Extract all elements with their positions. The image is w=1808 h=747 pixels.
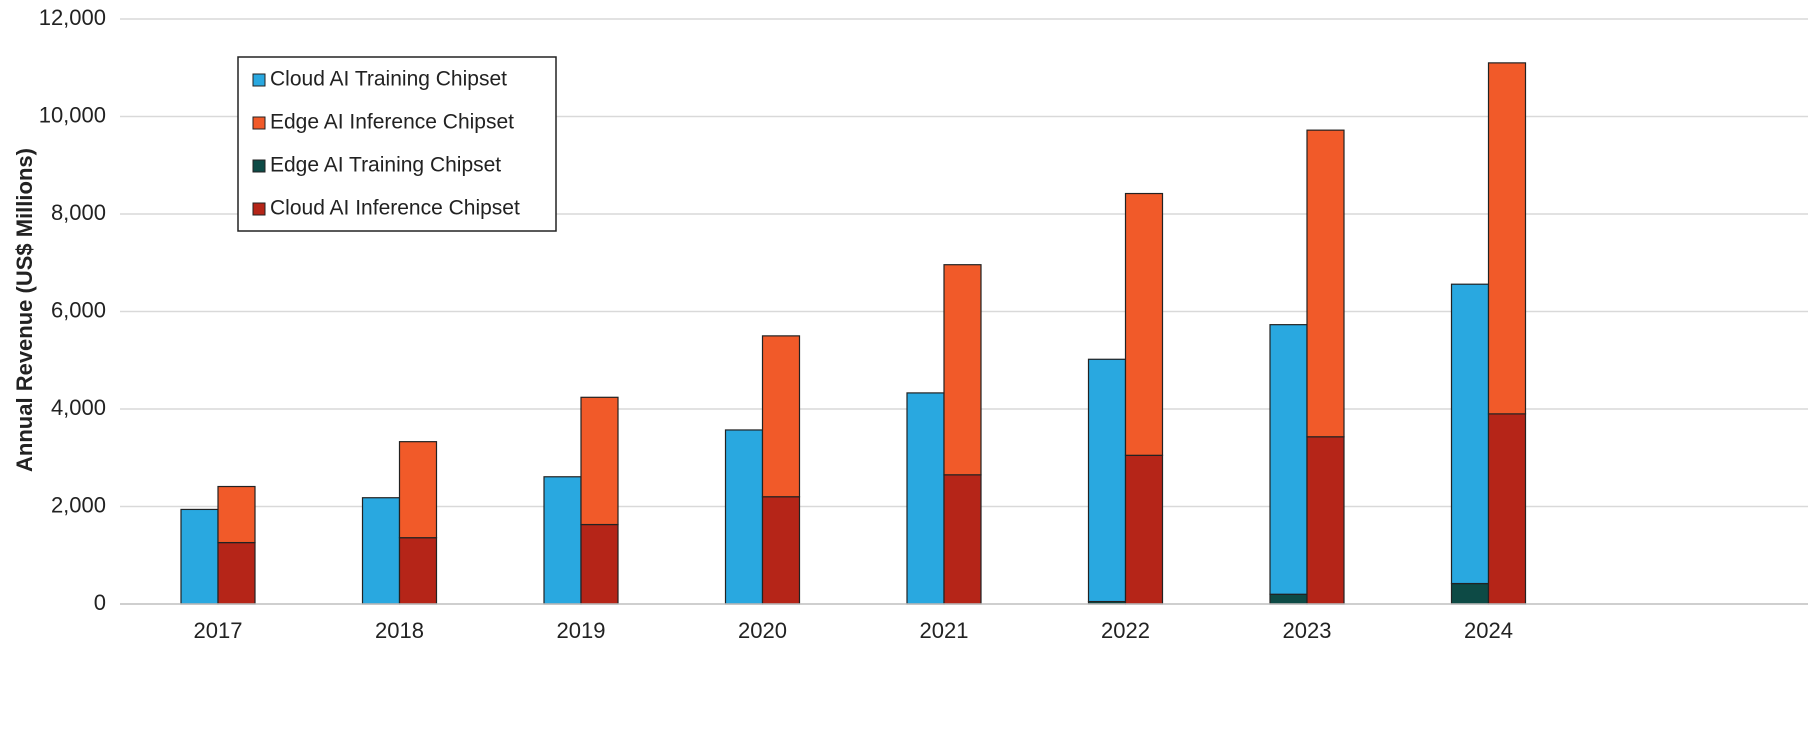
x-tick-label: 2020	[738, 618, 787, 643]
legend-label: Cloud AI Training Chipset	[270, 68, 507, 91]
y-tick-label: 0	[94, 590, 106, 615]
x-tick-label: 2018	[375, 618, 424, 643]
bar-cloud-ai-training-chipset-2021	[906, 392, 945, 605]
bar-edge-ai-inference-chipset-2020	[761, 335, 801, 498]
bar-cloud-ai-inference-chipset-2020	[761, 496, 801, 605]
bar-cloud-ai-inference-chipset-2017	[217, 541, 256, 605]
y-axis-title: Annual Revenue (US$ Millions)	[12, 148, 37, 472]
bar-cloud-ai-training-chipset-2020	[724, 429, 764, 605]
bar-cloud-ai-inference-chipset-2019	[580, 523, 619, 605]
bar-edge-ai-inference-chipset-2018	[398, 441, 438, 539]
bar-edge-ai-inference-chipset-2024	[1487, 62, 1527, 415]
legend-label: Edge AI Training Chipset	[270, 154, 501, 177]
bar-cloud-ai-inference-chipset-2021	[943, 474, 982, 605]
bar-cloud-ai-training-chipset-2023	[1269, 324, 1308, 595]
y-tick-label: 12,000	[39, 5, 106, 30]
x-tick-label: 2021	[920, 618, 969, 643]
bar-cloud-ai-inference-chipset-2022	[1124, 454, 1164, 605]
x-tick-label: 2024	[1464, 618, 1513, 643]
y-tick-label: 4,000	[51, 395, 106, 420]
legend-swatch	[252, 116, 266, 130]
bar-edge-ai-inference-chipset-2023	[1306, 129, 1345, 438]
bar-cloud-ai-training-chipset-2019	[543, 476, 582, 605]
x-tick-label: 2022	[1101, 618, 1150, 643]
bar-cloud-ai-training-chipset-2022	[1087, 358, 1127, 603]
bar-edge-ai-training-chipset-2024	[1450, 582, 1490, 605]
legend-label: Cloud AI Inference Chipset	[270, 197, 520, 220]
bar-edge-ai-inference-chipset-2022	[1124, 192, 1164, 456]
legend-swatch	[252, 159, 266, 173]
y-axis-ticks: 0 2,000 4,000 6,000 8,000 10,000 12,000	[39, 5, 106, 615]
bar-edge-ai-inference-chipset-2021	[943, 264, 982, 476]
x-axis-ticks: 2017 2018 2019 2020 2021 2022 2023 2024	[194, 618, 1513, 643]
y-tick-label: 8,000	[51, 200, 106, 225]
bar-edge-ai-inference-chipset-2019	[580, 396, 619, 526]
bar-cloud-ai-training-chipset-2018	[361, 497, 401, 605]
bars	[180, 62, 1527, 605]
x-tick-label: 2023	[1283, 618, 1332, 643]
legend-label: Edge AI Inference Chipset	[270, 111, 514, 134]
x-tick-label: 2019	[557, 618, 606, 643]
bar-cloud-ai-training-chipset-2024	[1450, 283, 1490, 585]
bar-cloud-ai-inference-chipset-2018	[398, 537, 438, 605]
y-tick-label: 2,000	[51, 492, 106, 517]
bar-cloud-ai-inference-chipset-2024	[1487, 413, 1527, 605]
y-tick-label: 10,000	[39, 102, 106, 127]
legend-box	[237, 56, 557, 232]
y-tick-label: 6,000	[51, 297, 106, 322]
legend: Cloud AI Training Chipset Edge AI Inferen…	[237, 56, 557, 232]
legend-swatch	[252, 202, 266, 216]
legend-swatch	[252, 73, 266, 87]
bar-edge-ai-training-chipset-2023	[1269, 593, 1308, 605]
bar-edge-ai-inference-chipset-2017	[217, 485, 256, 544]
bar-cloud-ai-training-chipset-2017	[180, 508, 219, 605]
x-tick-label: 2017	[194, 618, 243, 643]
bar-cloud-ai-inference-chipset-2023	[1306, 436, 1345, 605]
